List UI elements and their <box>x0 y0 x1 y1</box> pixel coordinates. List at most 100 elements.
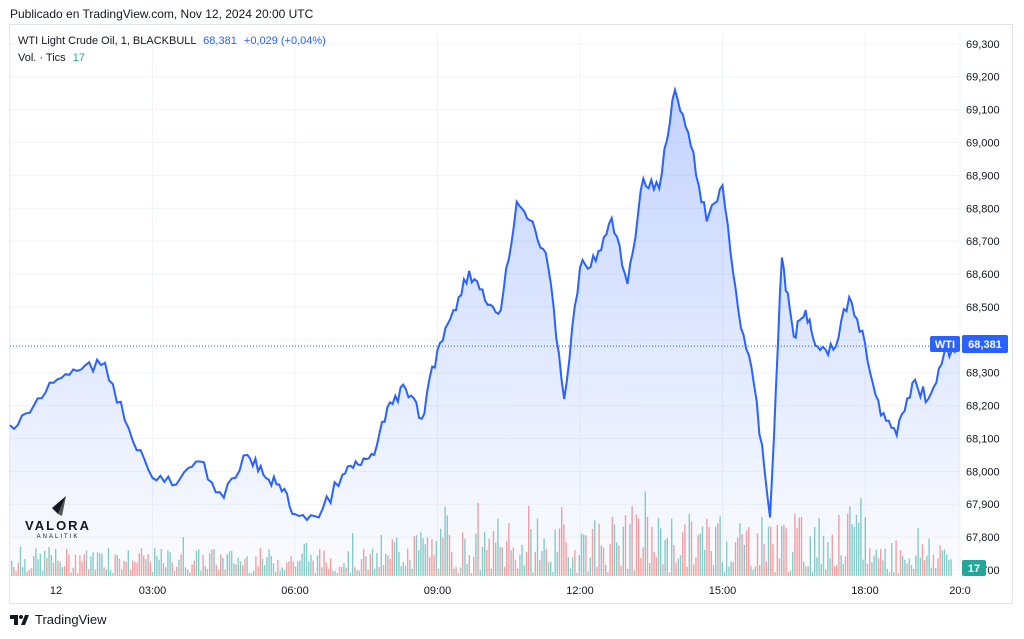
volume-bar <box>833 566 836 576</box>
volume-bar <box>22 567 24 576</box>
y-tick-label: 68,000 <box>966 466 1000 478</box>
volume-bar <box>490 568 492 576</box>
volume-bar <box>349 572 352 576</box>
volume-bar <box>356 570 358 576</box>
volume-tag-value: 17 <box>968 563 980 575</box>
volume-bar <box>41 571 44 576</box>
price-area <box>10 89 960 571</box>
volume-bar <box>235 564 237 576</box>
volume-bar <box>466 564 468 576</box>
volume-bar <box>935 568 937 576</box>
y-tick-label: 67,900 <box>966 499 1000 511</box>
volume-bar <box>888 571 891 576</box>
valora-logo-icon <box>52 496 66 516</box>
brand-name: VALORA <box>25 518 91 533</box>
volume-bar <box>88 569 90 576</box>
volume-value: 17 <box>72 52 85 64</box>
volume-bar <box>253 570 255 576</box>
volume-bar <box>281 567 283 576</box>
volume-bar <box>275 571 277 576</box>
y-tick-label: 69,100 <box>966 105 1000 117</box>
volume-bar <box>224 569 226 576</box>
tradingview-footer[interactable]: TradingView <box>10 612 107 627</box>
volume-bar <box>321 567 323 576</box>
volume-bar <box>61 567 63 576</box>
volume-bar <box>479 569 481 576</box>
volume-bar <box>105 569 107 576</box>
volume-bar <box>400 566 402 576</box>
x-tick-label: 12:00 <box>566 585 594 597</box>
volume-bar <box>759 565 761 576</box>
volume-bar <box>712 564 715 576</box>
volume-bar <box>30 568 33 576</box>
volume-bar <box>327 568 330 576</box>
volume-bar <box>283 570 286 576</box>
volume-bar <box>374 568 376 576</box>
y-tick-label: 68,600 <box>966 269 1000 281</box>
volume-bar <box>807 566 809 576</box>
price-tag-value: 68,381 <box>968 339 1002 351</box>
volume-bar <box>728 566 730 576</box>
volume-bar <box>569 568 572 576</box>
volume-bar <box>453 568 455 576</box>
volume-bar <box>411 568 413 576</box>
y-tick-label: 68,500 <box>966 302 1000 314</box>
volume-bar <box>789 570 792 576</box>
volume-bar <box>215 564 217 576</box>
x-tick-label: 15:00 <box>709 585 737 597</box>
volume-bar <box>176 566 178 576</box>
volume-bar <box>279 570 281 576</box>
volume-bar <box>189 572 191 576</box>
volume-bar <box>28 569 30 576</box>
volume-bar <box>893 572 895 576</box>
published-line: Publicado en TradingView.com, Nov 12, 20… <box>10 7 314 21</box>
volume-bar <box>517 568 519 576</box>
brand-subtitle: ANALITIK <box>36 534 80 540</box>
y-tick-label: 68,700 <box>966 236 1000 248</box>
volume-tag: 17 <box>962 560 986 576</box>
y-tick-label: 68,300 <box>966 368 1000 380</box>
volume-bar <box>314 572 316 576</box>
volume-bar <box>620 565 622 576</box>
volume-bar <box>204 566 206 576</box>
volume-bar <box>151 571 154 576</box>
volume-bar <box>112 572 114 576</box>
y-tick-label: 69,000 <box>966 138 1000 150</box>
volume-bar <box>752 569 754 576</box>
volume-bar <box>250 572 253 576</box>
symbol-legend[interactable]: WTI Light Crude Oil, 1, BLACKBULL 68,381… <box>18 35 326 47</box>
volume-bar <box>750 565 752 576</box>
price-tag: WTI 68,381 <box>930 335 1008 353</box>
volume-bar <box>129 569 132 576</box>
tradingview-logo-icon <box>10 614 29 625</box>
volume-bar <box>633 570 635 576</box>
volume-bar <box>913 568 915 576</box>
volume-bar <box>532 572 534 576</box>
last-price: 68,381 <box>203 35 237 47</box>
volume-bar <box>206 569 209 576</box>
footer-label: TradingView <box>35 612 107 627</box>
volume-bar <box>200 570 202 576</box>
volume-bar <box>121 569 123 576</box>
x-tick-label: 09:00 <box>424 585 452 597</box>
volume-bar <box>70 572 72 576</box>
volume-bar <box>897 572 899 576</box>
volume-bar <box>358 570 360 576</box>
x-tick-label: 20:0 <box>949 585 970 597</box>
volume-bar <box>165 567 167 576</box>
volume-bar <box>103 567 105 576</box>
volume-legend[interactable]: Vol. · Tics 17 <box>18 52 85 64</box>
volume-bar <box>187 569 189 576</box>
volume-bar <box>404 565 407 576</box>
volume-bar <box>332 570 334 576</box>
volume-bar <box>503 566 506 576</box>
volume-bar <box>459 567 462 576</box>
volume-bar <box>754 566 756 576</box>
volume-bar <box>605 564 607 576</box>
x-tick-label: 03:00 <box>139 585 167 597</box>
volume-bar <box>596 566 598 576</box>
volume-bar <box>723 571 726 576</box>
volume-bar <box>774 572 776 576</box>
volume-bar <box>110 570 112 576</box>
